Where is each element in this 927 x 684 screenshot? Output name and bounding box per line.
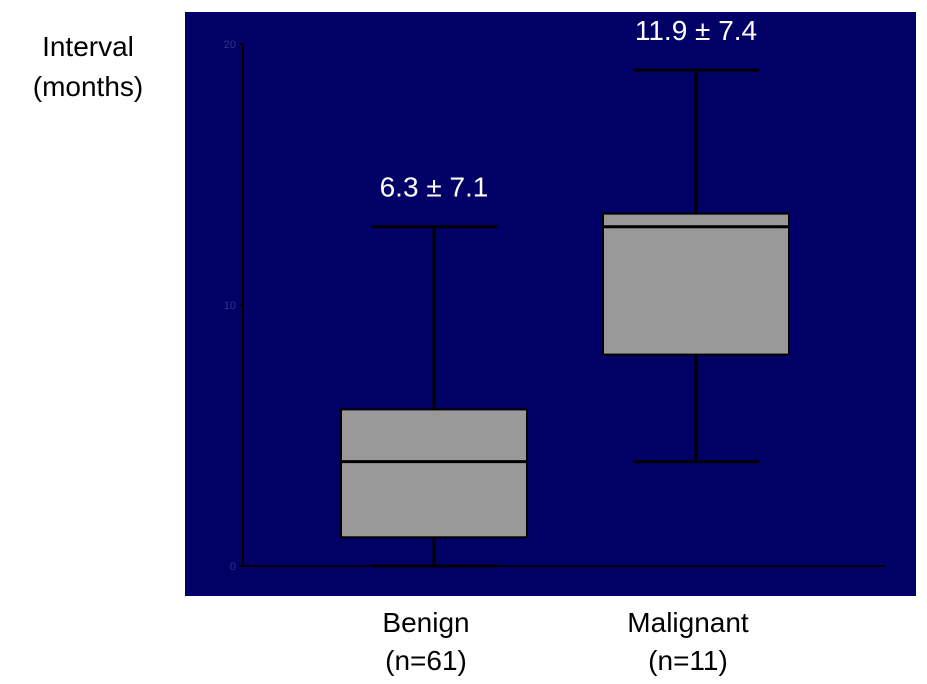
y-tick-label: 0 <box>230 561 236 573</box>
box-benign <box>340 408 528 539</box>
box-malignant <box>602 212 790 356</box>
y-axis-label: Interval <box>42 31 134 62</box>
y-axis-label: (months) <box>33 71 143 102</box>
y-tick-label: 20 <box>224 39 236 51</box>
plot-area <box>185 12 916 596</box>
y-tick-label: 10 <box>224 300 236 312</box>
x-category-sublabel: (n=61) <box>385 645 467 676</box>
x-category-label: Malignant <box>627 607 749 638</box>
mean-sd-annotation: 11.9 ± 7.4 <box>635 15 757 46</box>
x-category-sublabel: (n=11) <box>648 645 728 676</box>
mean-sd-annotation: 6.3 ± 7.1 <box>380 172 489 203</box>
x-category-label: Benign <box>382 607 469 638</box>
